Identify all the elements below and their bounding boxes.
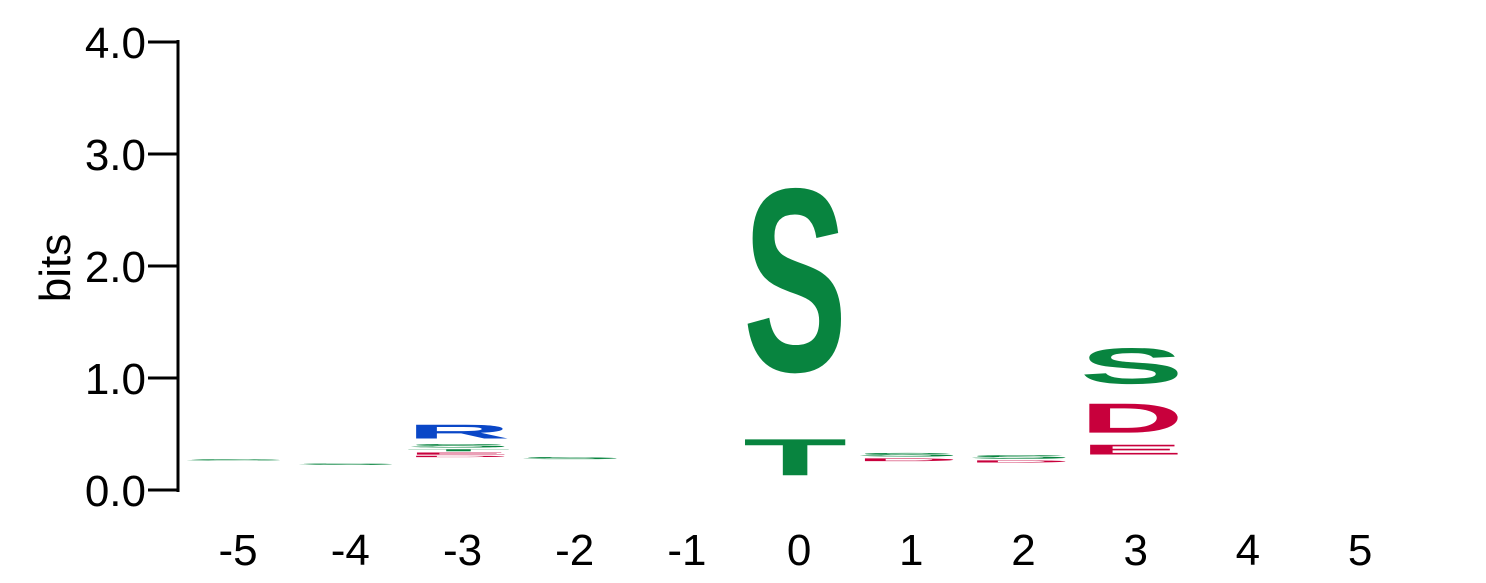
x-tick-label: 2 <box>1011 526 1035 575</box>
logo-letter-S: S <box>968 454 1072 460</box>
stack-position--2: S <box>519 456 623 459</box>
logo-letter-D: D <box>968 460 1072 463</box>
logo-letter-D: D <box>855 458 959 462</box>
stack-position-1: DS <box>855 452 959 462</box>
stack-position-3: EDS <box>1080 337 1184 457</box>
y-tick-label: 2.0 <box>85 243 146 292</box>
x-axis-labels: -5 -4 -3 -2 -1 0 1 2 3 4 5 <box>219 526 1373 575</box>
logo-letter-R: R <box>407 420 511 442</box>
y-tick-label: 4.0 <box>85 19 146 68</box>
y-tick-label: 3.0 <box>85 131 146 180</box>
stack-position-2: DS <box>968 454 1072 463</box>
x-tick-label: -1 <box>667 526 706 575</box>
logo-letter-E: E <box>1080 442 1184 458</box>
logo-letter-S: S <box>855 452 959 458</box>
y-axis-title: bits <box>31 234 80 302</box>
logo-letter-S: S <box>182 459 286 461</box>
x-tick-label: 4 <box>1236 526 1260 575</box>
logo-letter-T: T <box>743 428 847 486</box>
x-tick-label: 0 <box>787 526 811 575</box>
logo-letter-S: S <box>743 134 847 427</box>
logo-letter-D: D <box>407 455 511 457</box>
logo-letter-S: S <box>519 456 623 459</box>
logo-letter-D: D <box>1080 395 1184 442</box>
x-tick-label: -4 <box>331 526 370 575</box>
logo-letter-S: S <box>1080 337 1184 394</box>
x-tick-label: 3 <box>1123 526 1147 575</box>
y-tick-label: 0.0 <box>85 467 146 516</box>
x-tick-label: -5 <box>219 526 258 575</box>
x-tick-label: 1 <box>899 526 923 575</box>
x-tick-label: -2 <box>555 526 594 575</box>
y-tick-label: 1.0 <box>85 355 146 404</box>
x-tick-label: 5 <box>1348 526 1372 575</box>
logo-letter-S: S <box>407 443 511 449</box>
logo-letter-T: T <box>407 449 511 452</box>
stack-position--5: S <box>182 459 286 461</box>
logo-letter-S: S <box>294 463 398 465</box>
stack-position-0: TS <box>743 134 847 487</box>
y-axis: 0.0 1.0 2.0 3.0 4.0 <box>85 19 180 516</box>
logo-letter-E: E <box>407 452 511 455</box>
x-tick-label: -3 <box>443 526 482 575</box>
stack-position--4: S <box>294 463 398 465</box>
